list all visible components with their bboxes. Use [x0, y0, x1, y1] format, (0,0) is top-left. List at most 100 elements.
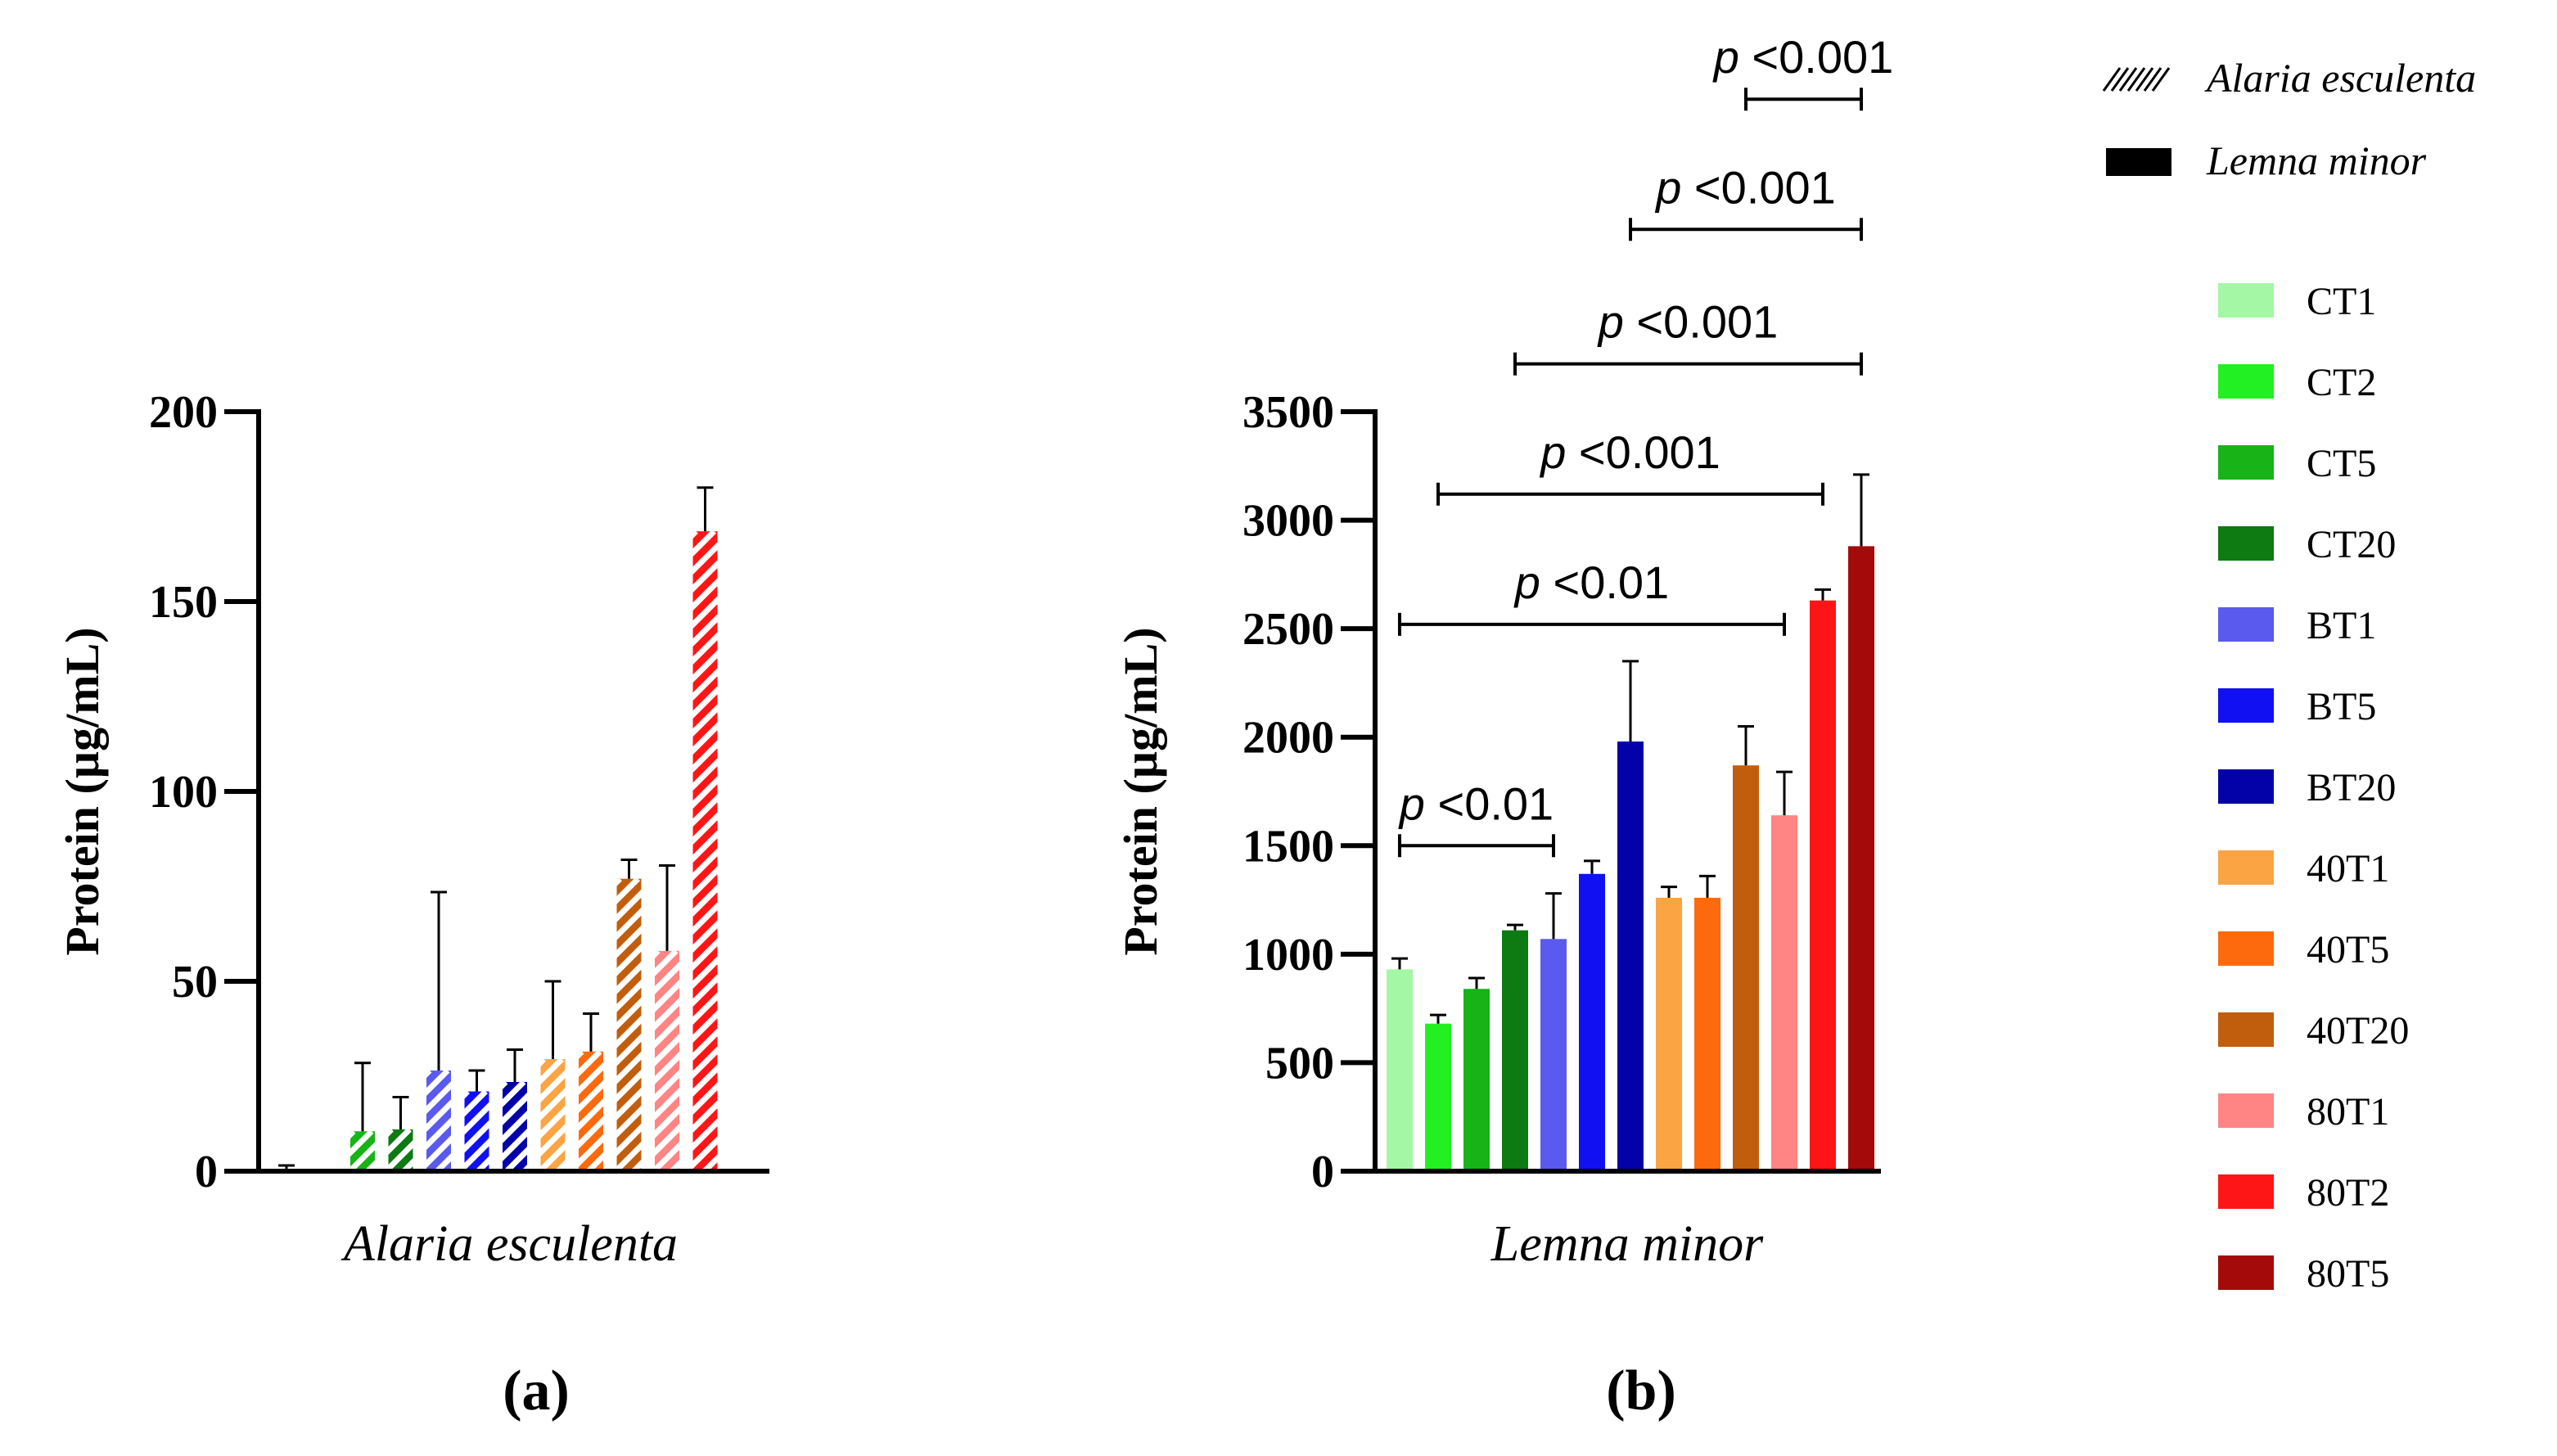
- legend: Alaria esculenta Lemna minor CT1 CT2 CT5 CT…: [2102, 55, 2476, 1296]
- panel-a-x-axis-label: Alaria esculenta: [340, 1216, 678, 1272]
- b-significance-bracket: p <0.001: [1712, 31, 1894, 111]
- legend-swatch-CT5: [2218, 445, 2274, 480]
- b-significance-label: p <0.01: [1398, 778, 1554, 829]
- a-bar-hatch-40T5: [579, 1051, 603, 1171]
- b-bar-40T5: [1694, 897, 1720, 1171]
- solid-swatch-icon: [2106, 148, 2171, 176]
- a-y-tick-label: 50: [172, 957, 218, 1007]
- legend-item-40T20: 40T20: [2218, 1009, 2409, 1053]
- legend-label-80T2: 80T2: [2307, 1171, 2389, 1215]
- legend-item-CT2: CT2: [2218, 361, 2376, 404]
- b-bar-CT1: [1387, 969, 1413, 1171]
- b-bar-BT20: [1617, 742, 1644, 1171]
- b-y-tick-label: 1000: [1242, 930, 1334, 980]
- a-y-tick-label: 100: [149, 767, 218, 818]
- panel-a-chart: 0 50 100 150 200 Protein (µg/mL) Alaria escu…: [56, 387, 769, 1422]
- a-bar-hatch-40T20: [616, 878, 642, 1171]
- legend-item-alaria: Alaria esculenta: [2102, 55, 2476, 101]
- a-y-tick-label: 150: [149, 577, 218, 628]
- legend-swatch-80T2: [2218, 1174, 2274, 1209]
- legend-label-CT20: CT20: [2307, 523, 2396, 566]
- b-y-tick-label: 2000: [1242, 713, 1334, 764]
- b-significance-bracket: p <0.01: [1398, 778, 1555, 858]
- b-significance-label: p <0.001: [1712, 31, 1894, 83]
- legend-swatch-BT1: [2218, 607, 2274, 642]
- legend-swatch-CT2: [2218, 364, 2274, 399]
- legend-label-CT2: CT2: [2307, 361, 2376, 404]
- legend-label-CT5: CT5: [2307, 442, 2376, 485]
- legend-label-alaria: Alaria esculenta: [2204, 55, 2476, 101]
- b-bar-CT5: [1463, 989, 1490, 1171]
- b-y-tick-label: 500: [1265, 1038, 1334, 1089]
- legend-label-CT1: CT1: [2307, 280, 2376, 323]
- legend-swatch-80T1: [2218, 1093, 2274, 1128]
- b-bar-BT5: [1579, 873, 1605, 1171]
- panel-b-caption: (b): [1606, 1359, 1676, 1422]
- b-y-tick-label: 3000: [1242, 496, 1334, 547]
- b-bar-CT2: [1425, 1023, 1451, 1171]
- legend-label-40T20: 40T20: [2307, 1009, 2409, 1053]
- b-bar-40T20: [1733, 765, 1759, 1171]
- legend-item-80T2: 80T2: [2218, 1171, 2389, 1215]
- legend-item-lemna: Lemna minor: [2106, 137, 2427, 183]
- b-y-tick-label: 0: [1311, 1147, 1334, 1197]
- legend-label-BT5: BT5: [2307, 685, 2376, 728]
- b-significance-label: p <0.001: [1654, 161, 1836, 213]
- legend-item-40T1: 40T1: [2218, 847, 2389, 890]
- legend-swatch-CT1: [2218, 283, 2274, 318]
- legend-label-BT1: BT1: [2307, 604, 2376, 647]
- legend-swatch-40T1: [2218, 850, 2274, 885]
- legend-swatch-BT20: [2218, 769, 2274, 804]
- a-bar-hatch-CT5: [350, 1131, 375, 1172]
- b-significance-bracket: p <0.001: [1629, 161, 1863, 241]
- a-bar-hatch-CT20: [388, 1129, 413, 1171]
- legend-label-BT20: BT20: [2307, 766, 2396, 809]
- legend-item-CT5: CT5: [2218, 442, 2376, 485]
- legend-item-80T1: 80T1: [2218, 1090, 2389, 1134]
- b-bar-80T2: [1810, 600, 1836, 1171]
- legend-label-80T1: 80T1: [2307, 1090, 2389, 1134]
- a-bar-hatch-BT1: [426, 1071, 451, 1172]
- panel-a-y-axis-label: Protein (µg/mL): [56, 627, 109, 955]
- b-bar-80T1: [1771, 815, 1797, 1171]
- legend-swatch-40T20: [2218, 1012, 2274, 1047]
- legend-item-BT1: BT1: [2218, 604, 2376, 647]
- hatched-swatch-icon: [2102, 67, 2171, 92]
- b-y-tick-label: 1500: [1242, 821, 1334, 872]
- a-bar-hatch-BT20: [503, 1081, 527, 1171]
- b-y-tick-label: 2500: [1242, 604, 1334, 655]
- panel-b-x-axis-label: Lemna minor: [1490, 1216, 1764, 1272]
- legend-item-BT20: BT20: [2218, 766, 2396, 809]
- a-bar-hatch-40T1: [540, 1059, 566, 1171]
- panel-b-chart: 0 500 1000 1500 2000 2500 3000 3500 p <0.01 p <0…: [1114, 31, 1893, 1422]
- b-significance-label: p <0.01: [1513, 557, 1669, 608]
- legend-item-80T5: 80T5: [2218, 1252, 2389, 1296]
- a-bar-hatch-80T1: [655, 950, 679, 1171]
- a-y-tick-label: 200: [149, 387, 218, 438]
- a-y-tick-label: 0: [195, 1147, 218, 1197]
- legend-label-lemna: Lemna minor: [2206, 137, 2427, 183]
- b-significance-label: p <0.001: [1539, 426, 1720, 478]
- b-significance-label: p <0.001: [1597, 296, 1779, 348]
- legend-item-CT1: CT1: [2218, 280, 2376, 323]
- b-significance-bracket: p <0.01: [1398, 557, 1786, 636]
- b-bar-CT20: [1502, 930, 1528, 1171]
- legend-item-BT5: BT5: [2218, 685, 2376, 728]
- panel-a-caption: (a): [503, 1359, 570, 1422]
- legend-swatch-40T5: [2218, 931, 2274, 966]
- legend-label-40T1: 40T1: [2307, 847, 2389, 890]
- legend-item-40T5: 40T5: [2218, 928, 2389, 971]
- legend-label-40T5: 40T5: [2307, 928, 2389, 971]
- b-significance-bracket: p <0.001: [1436, 426, 1824, 506]
- b-bar-80T5: [1848, 546, 1874, 1171]
- a-bar-hatch-BT5: [464, 1091, 489, 1172]
- legend-swatch-BT5: [2218, 688, 2274, 723]
- b-bar-40T1: [1656, 897, 1682, 1171]
- panel-b-y-axis-label: Protein (µg/mL): [1114, 627, 1167, 955]
- legend-item-CT20: CT20: [2218, 523, 2396, 566]
- legend-swatch-CT20: [2218, 526, 2274, 561]
- b-bar-BT1: [1540, 939, 1567, 1171]
- legend-swatch-80T5: [2218, 1255, 2274, 1290]
- b-significance-bracket: p <0.001: [1513, 296, 1863, 376]
